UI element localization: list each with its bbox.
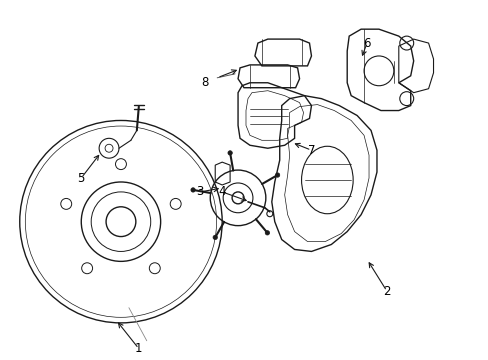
Circle shape	[275, 173, 279, 177]
Text: 6: 6	[363, 37, 370, 50]
Text: 5: 5	[78, 171, 85, 185]
Circle shape	[264, 231, 269, 235]
Text: 2: 2	[383, 285, 390, 298]
Circle shape	[227, 151, 232, 155]
Text: 3: 3	[196, 185, 203, 198]
Circle shape	[213, 235, 217, 239]
Text: 7: 7	[307, 144, 315, 157]
Circle shape	[190, 188, 195, 192]
Text: 8: 8	[201, 76, 208, 89]
Text: 1: 1	[135, 342, 142, 355]
Text: 4: 4	[218, 185, 225, 198]
